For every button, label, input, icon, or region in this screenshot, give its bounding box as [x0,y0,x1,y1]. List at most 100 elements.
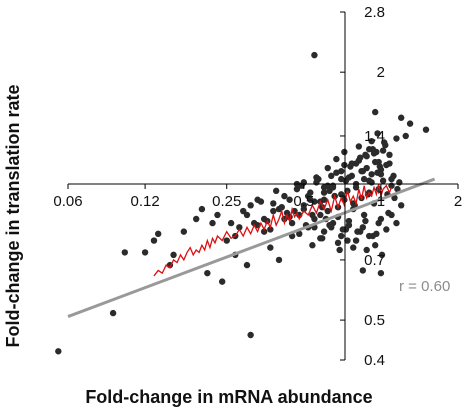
y-tick-label: 0.5 [364,312,385,329]
data-point [247,202,254,209]
data-point [406,120,414,127]
data-point [383,226,390,233]
regression-line [67,177,436,318]
data-point [267,226,274,233]
axes: 0.06 0.12 0.25 0.5 1 2 0.4 0.5 0.7 1 1.4 2 2.8 [53,4,462,369]
data-point [372,158,379,166]
data-point [324,207,331,215]
data-point [359,167,367,175]
data-point [141,249,149,256]
data-point [394,185,401,193]
data-point [326,187,333,195]
data-point [372,242,379,249]
data-point [218,278,226,285]
data-point [390,172,397,180]
data-point [386,151,393,158]
data-point [209,219,216,227]
data-point [324,164,331,172]
data-point [393,135,400,142]
data-point [336,246,343,254]
data-point [397,114,405,121]
data-point [397,202,405,209]
running-mean-line [153,183,393,277]
data-point [307,189,314,196]
data-point [368,171,375,178]
data-point [311,198,318,205]
data-point [320,189,328,196]
data-point [270,200,277,207]
data-point [345,217,353,225]
data-point [362,151,369,158]
data-point [333,169,340,176]
data-point [372,108,379,116]
data-point [311,51,318,59]
data-point [109,309,117,317]
data-point [365,177,373,184]
data-point [154,230,162,238]
data-point [359,267,367,274]
data-point [344,237,351,244]
data-point [378,251,386,259]
data-point [204,269,211,277]
data-point [270,207,277,215]
data-point [223,237,230,244]
data-point [257,198,265,205]
data-point [355,143,363,150]
data-point [363,246,370,254]
data-point [121,249,129,256]
data-point [345,174,353,181]
data-point [383,161,390,169]
data-point [296,230,303,238]
data-point [422,126,430,133]
data-point [260,228,268,235]
data-point [326,222,333,229]
data-point [377,171,385,178]
data-point [150,237,158,244]
data-point [376,163,383,170]
y-tick-label: 0.4 [364,352,385,369]
x-tick-label: 0.5 [293,193,314,210]
data-point [193,215,200,223]
y-tick-label: 1 [377,188,385,205]
data-point [341,148,348,156]
data-point [377,269,385,277]
data-point [334,239,342,247]
x-axis-title: Fold-change in mRNA abundance [85,387,372,407]
data-point [317,211,324,219]
data-point [375,219,382,227]
data-point [243,261,251,269]
data-point [356,228,364,235]
x-tick-label: 0.12 [130,193,159,210]
data-point [328,172,335,180]
data-point [227,219,235,227]
data-point [320,196,328,203]
data-point [360,211,368,219]
data-point [275,256,283,264]
data-point [333,155,340,163]
data-point [385,209,392,217]
data-point [300,202,308,209]
data-point [360,175,368,183]
y-tick-label: 1.4 [364,128,385,145]
x-tick-label: 1 [377,193,385,210]
data-point [329,182,337,189]
data-point [381,139,388,146]
data-point [214,211,221,219]
data-point [396,179,403,186]
x-tick-label: 0.06 [53,193,82,210]
data-point [267,244,274,251]
data-point [250,219,258,227]
data-point [391,194,398,202]
y-tick-label: 2.8 [364,4,385,21]
data-point [379,177,387,184]
data-point [338,167,345,175]
data-point [170,251,177,259]
x-tick-label: 0.25 [212,193,241,210]
data-point [320,228,328,235]
data-point [272,187,280,195]
data-point [341,161,348,169]
data-point [198,205,206,213]
data-point [288,219,296,227]
data-point [362,217,369,225]
